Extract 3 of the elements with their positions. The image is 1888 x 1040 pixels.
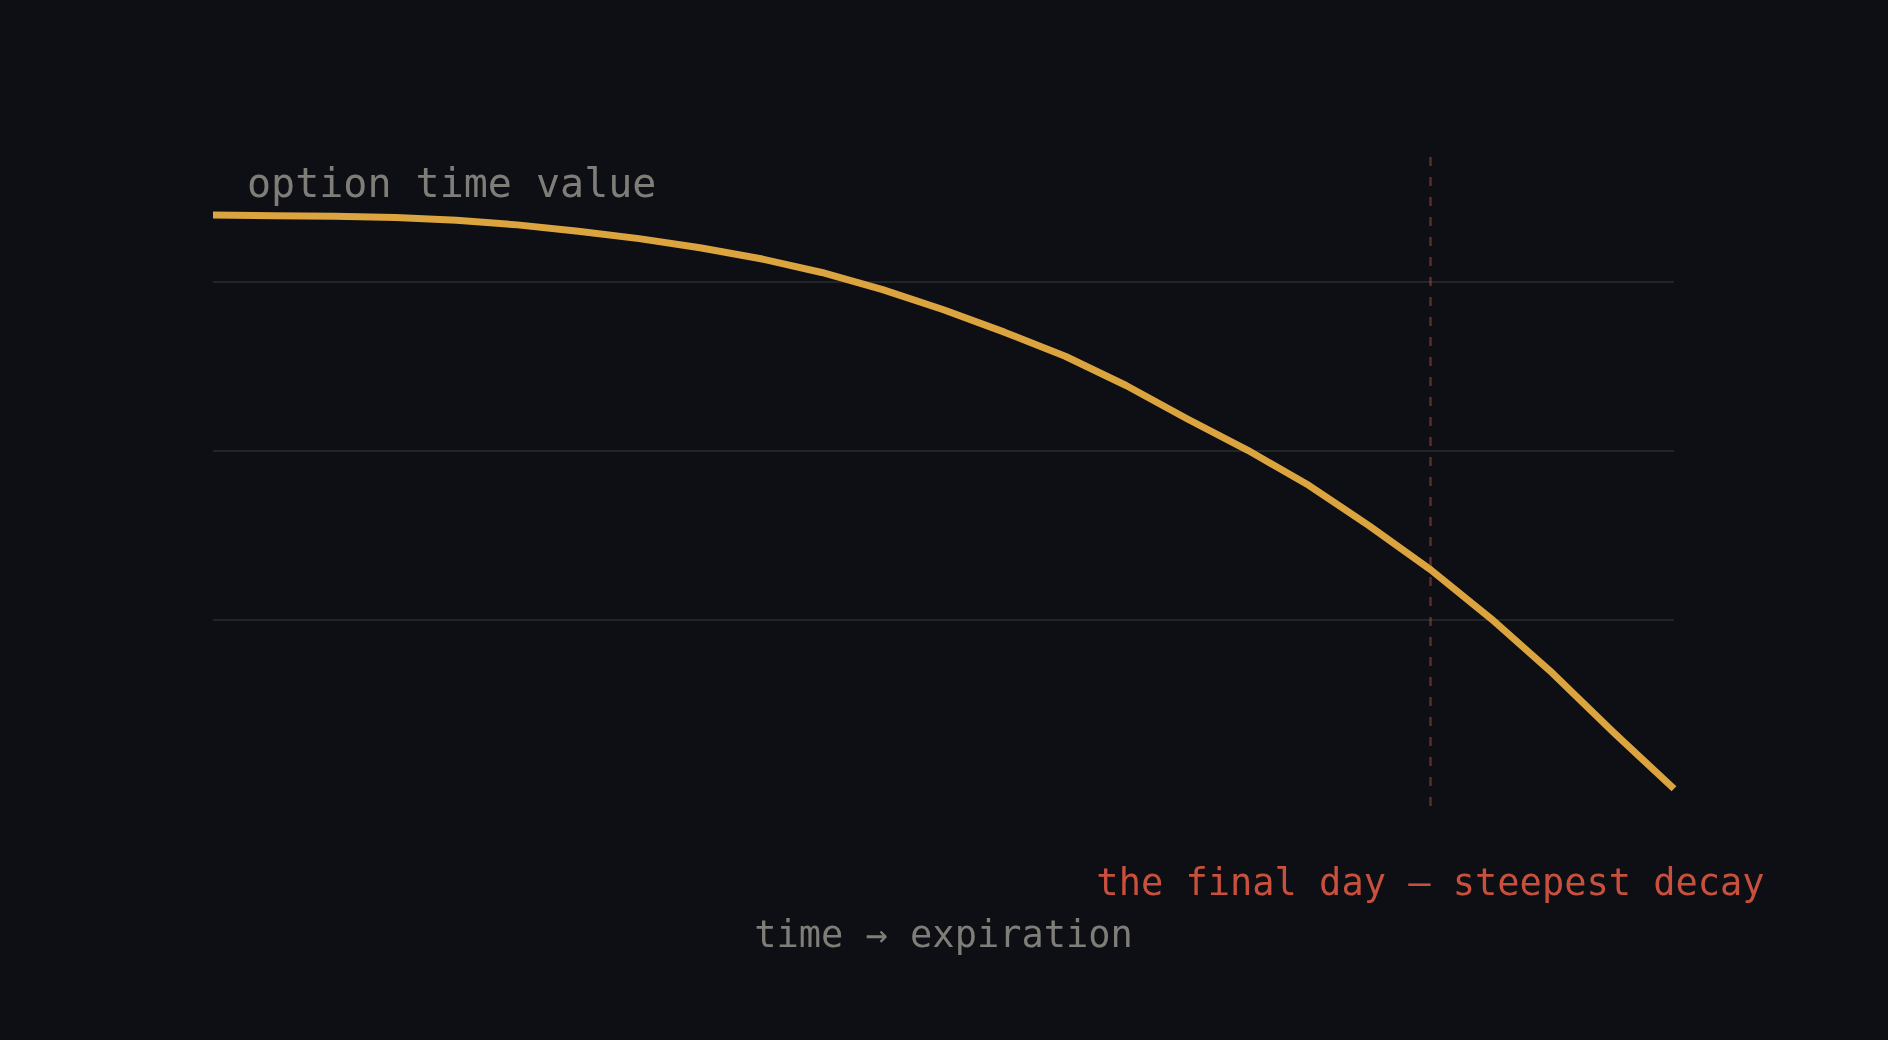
x-axis-title: time → expiration <box>754 913 1133 956</box>
y-axis-title: option time value <box>247 160 657 206</box>
text: the final day — steepest decay <box>1096 860 1765 904</box>
